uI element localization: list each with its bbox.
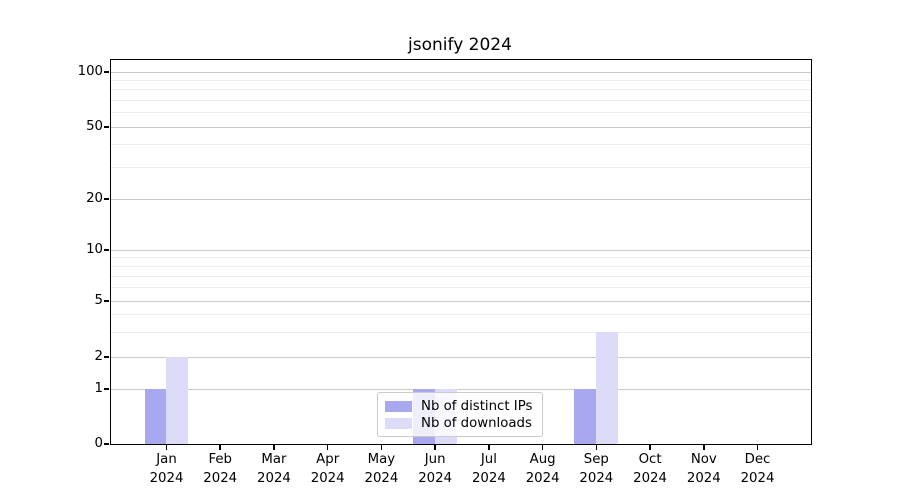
minor-gridline <box>111 265 811 267</box>
x-tick-label-year: 2024 <box>471 471 506 486</box>
bar-downloads <box>166 357 188 444</box>
x-tick-label: Apr 2024 <box>293 450 363 488</box>
x-tick-label: Oct 2024 <box>615 450 685 488</box>
y-tick-label: 5 <box>94 293 103 309</box>
x-tick-label-month: Feb <box>208 452 232 467</box>
minor-gridline <box>111 79 811 81</box>
x-tick-label-month: Oct <box>638 452 662 467</box>
minor-gridline <box>111 89 811 91</box>
minor-gridline <box>111 287 811 289</box>
x-axis-tick <box>541 445 544 450</box>
x-axis-tick <box>756 445 759 450</box>
x-tick-label: Jul 2024 <box>454 450 524 488</box>
major-gridline <box>111 249 811 251</box>
legend-label: Nb of distinct IPs <box>421 399 533 414</box>
y-tick-label: 100 <box>77 64 103 80</box>
x-tick-label-year: 2024 <box>149 471 184 486</box>
y-axis-tick <box>104 300 109 302</box>
x-tick-label-year: 2024 <box>686 471 721 486</box>
legend-swatch-downloads <box>385 418 412 429</box>
x-tick-label: Jan 2024 <box>132 450 202 488</box>
x-tick-label-month: Jul <box>480 452 497 467</box>
x-axis-tick <box>326 445 329 450</box>
plot-area: Nb of distinct IPs Nb of downloads <box>110 59 812 445</box>
x-axis-tick <box>380 445 383 450</box>
x-axis-tick <box>219 445 221 450</box>
y-tick-label: 0 <box>94 436 103 452</box>
x-axis-tick <box>165 445 168 450</box>
x-tick-label-month: May <box>367 452 396 467</box>
x-tick-label-year: 2024 <box>364 471 399 486</box>
legend-label: Nb of downloads <box>421 416 532 431</box>
y-tick-label: 1 <box>94 381 103 397</box>
x-tick-label-year: 2024 <box>740 471 775 486</box>
y-tick-label: 2 <box>94 349 103 365</box>
x-tick-label: Feb 2024 <box>185 450 255 488</box>
x-tick-label-month: Aug <box>529 452 556 467</box>
minor-gridline <box>111 112 811 114</box>
x-tick-label: Sep 2024 <box>561 450 631 488</box>
x-axis-tick <box>434 445 436 450</box>
y-axis-tick <box>104 126 109 128</box>
major-gridline <box>111 71 811 73</box>
legend: Nb of distinct IPs Nb of downloads <box>377 392 543 437</box>
legend-row: Nb of downloads <box>385 415 535 432</box>
bar-downloads <box>596 332 618 444</box>
minor-gridline <box>111 166 811 168</box>
y-axis-tick <box>104 198 109 200</box>
y-tick-label: 20 <box>86 191 103 207</box>
x-tick-label-month: Sep <box>583 452 609 467</box>
bar-distinct-ips <box>144 389 167 444</box>
x-axis-tick <box>488 445 490 450</box>
x-tick-label-year: 2024 <box>310 471 345 486</box>
major-gridline <box>111 388 811 390</box>
y-tick-label: 10 <box>86 242 103 258</box>
x-tick-label-year: 2024 <box>525 471 560 486</box>
x-tick-label-year: 2024 <box>257 471 291 486</box>
x-tick-label-year: 2024 <box>579 471 614 486</box>
y-tick-label: 50 <box>86 119 103 135</box>
x-axis-tick <box>273 445 275 450</box>
major-gridline <box>111 300 811 302</box>
legend-row: Nb of distinct IPs <box>385 398 535 415</box>
legend-swatch-distinct-ips <box>385 401 412 412</box>
x-tick-label-year: 2024 <box>633 471 667 486</box>
major-gridline <box>111 198 811 200</box>
y-axis-tick <box>104 71 109 73</box>
y-axis-tick <box>104 249 109 251</box>
x-tick-label-month: Mar <box>261 452 287 467</box>
minor-gridline <box>111 257 811 259</box>
bar-distinct-ips <box>574 389 597 444</box>
minor-gridline <box>111 331 811 333</box>
x-tick-label-month: Jun <box>424 452 446 467</box>
x-tick-label: Jun 2024 <box>400 450 470 488</box>
x-axis-tick <box>595 445 598 450</box>
y-axis-tick <box>104 356 109 358</box>
y-axis-tick <box>104 443 109 445</box>
major-gridline <box>111 356 811 358</box>
minor-gridline <box>111 275 811 277</box>
major-gridline <box>111 126 811 128</box>
x-tick-label: May 2024 <box>346 450 416 488</box>
x-tick-label-month: Dec <box>744 452 771 467</box>
chart-title: jsonify 2024 <box>408 35 512 55</box>
x-tick-label: Dec 2024 <box>723 450 793 488</box>
minor-gridline <box>111 144 811 146</box>
x-tick-label-month: Jan <box>156 452 177 467</box>
minor-gridline <box>111 314 811 316</box>
x-tick-label-month: Nov <box>690 452 717 467</box>
x-tick-label-year: 2024 <box>418 471 453 486</box>
x-axis-tick <box>649 445 651 450</box>
x-tick-label-month: Apr <box>316 452 340 467</box>
x-axis-tick <box>703 445 705 450</box>
x-tick-label: Nov 2024 <box>669 450 739 488</box>
x-tick-label: Aug 2024 <box>508 450 578 488</box>
x-tick-label-year: 2024 <box>203 471 238 486</box>
x-tick-label: Mar 2024 <box>239 450 309 488</box>
minor-gridline <box>111 99 811 101</box>
y-axis-tick <box>104 388 109 390</box>
